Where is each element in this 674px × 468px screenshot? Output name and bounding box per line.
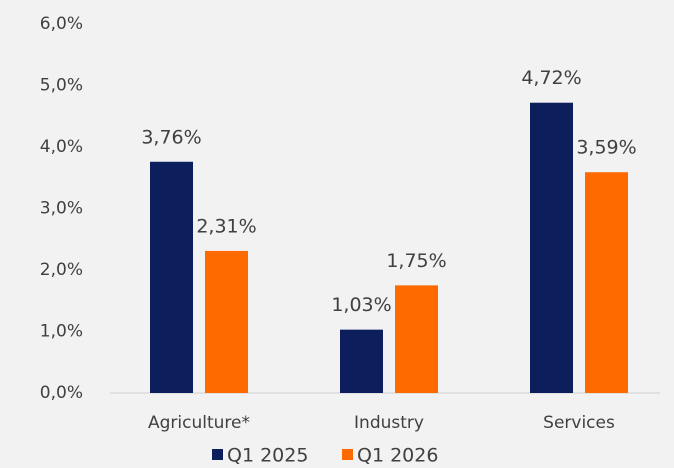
bar <box>150 161 193 393</box>
bar <box>530 102 573 393</box>
value-label: 3,59% <box>576 137 636 159</box>
value-label: 1,75% <box>386 250 446 272</box>
y-tick-label: 4,0% <box>40 137 83 157</box>
value-label: 4,72% <box>521 67 581 89</box>
legend-swatch <box>212 449 223 460</box>
y-tick-label: 6,0% <box>40 14 83 34</box>
bar <box>205 250 248 393</box>
x-tick-label: Industry <box>354 413 424 433</box>
legend-label: Q1 2025 <box>227 445 308 467</box>
y-tick-label: 2,0% <box>40 260 83 280</box>
y-tick-label: 0,0% <box>40 383 83 403</box>
value-label: 3,76% <box>141 126 201 148</box>
value-label: 1,03% <box>331 294 391 316</box>
bar <box>395 285 438 393</box>
legend-label: Q1 2026 <box>357 445 438 467</box>
x-tick-label: Agriculture* <box>148 413 250 433</box>
bar <box>340 329 383 393</box>
y-tick-label: 5,0% <box>40 76 83 96</box>
y-tick-label: 1,0% <box>40 322 83 342</box>
legend-swatch <box>342 449 353 460</box>
value-label: 2,31% <box>196 215 256 237</box>
y-tick-label: 3,0% <box>40 199 83 219</box>
bar <box>585 172 628 393</box>
x-tick-label: Services <box>543 413 615 433</box>
